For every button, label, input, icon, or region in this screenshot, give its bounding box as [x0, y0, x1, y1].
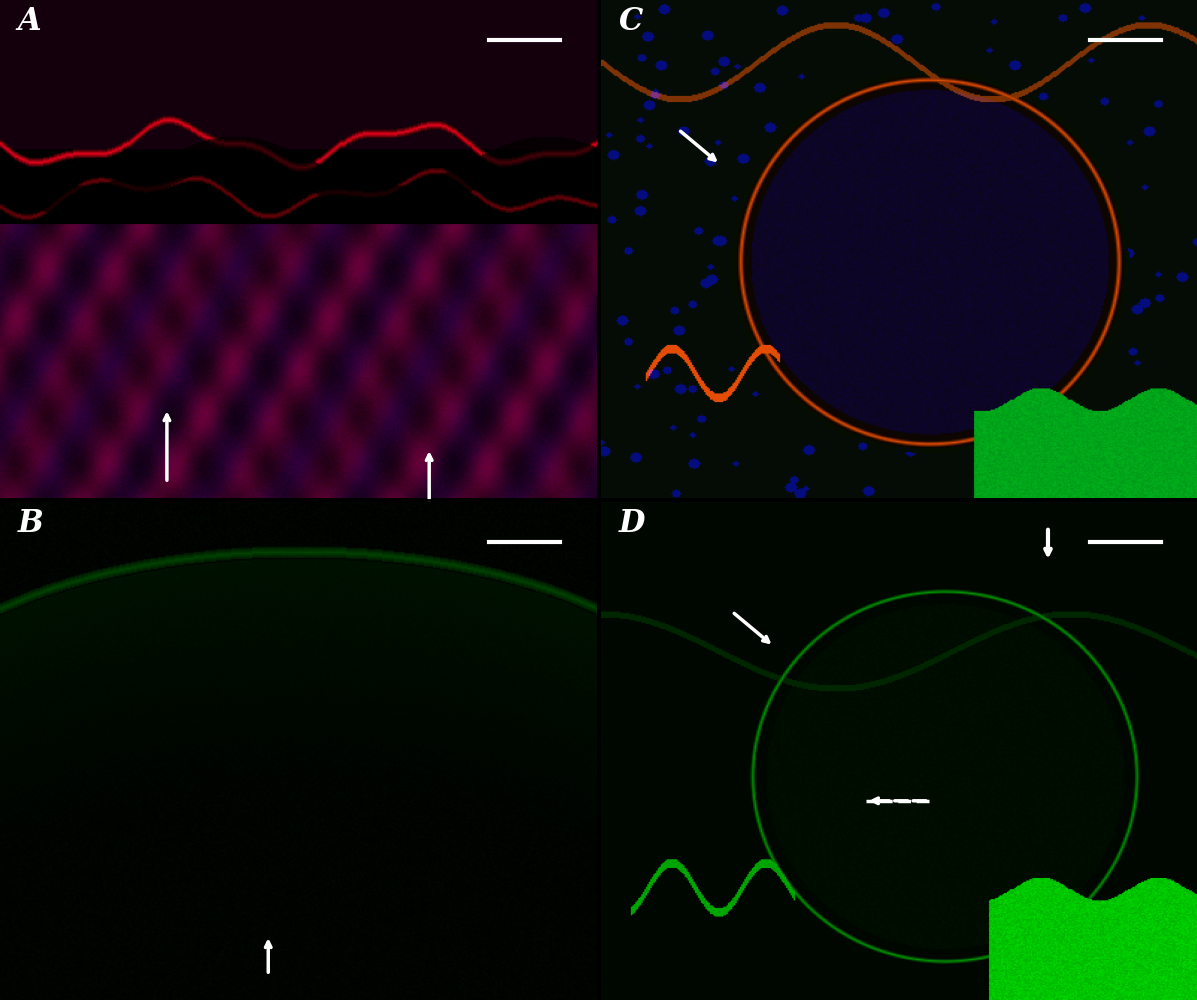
Text: A: A: [18, 6, 42, 37]
Text: D: D: [619, 508, 645, 539]
Text: C: C: [619, 6, 643, 37]
Text: B: B: [18, 508, 43, 539]
